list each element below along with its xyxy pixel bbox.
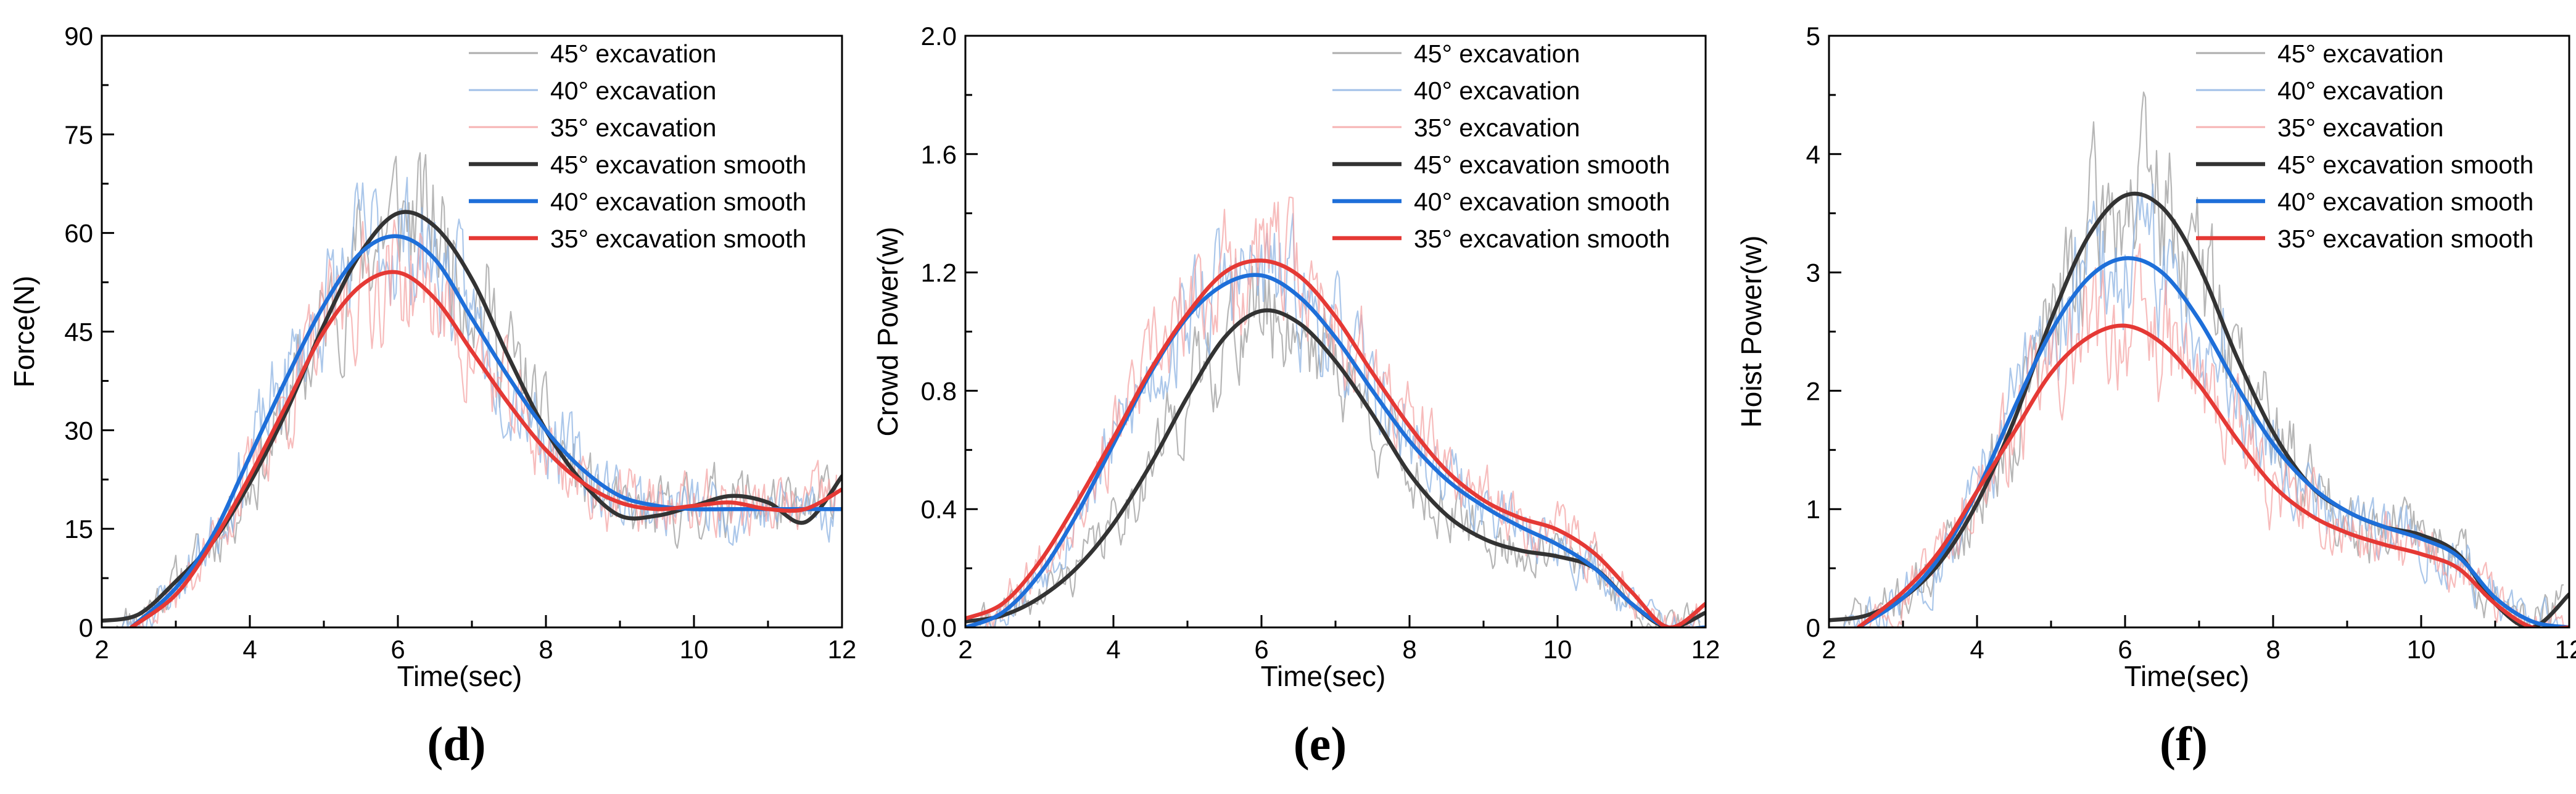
y-tick-label: 1.6 bbox=[921, 140, 957, 169]
panel-e-x-axis-label: Time(sec) bbox=[1261, 660, 1386, 692]
x-tick-label: 8 bbox=[2266, 635, 2280, 664]
legend-entry-label: 40° excavation bbox=[550, 77, 716, 105]
x-tick-label: 8 bbox=[539, 635, 553, 664]
y-tick-label: 30 bbox=[64, 416, 93, 445]
y-tick-label: 1.2 bbox=[921, 258, 957, 287]
panel-f-series-group bbox=[1829, 91, 2569, 627]
y-tick-label: 0 bbox=[1806, 613, 1820, 642]
x-tick-label: 4 bbox=[242, 635, 257, 664]
series-line-d-raw-2 bbox=[117, 219, 838, 627]
y-tick-label: 4 bbox=[1806, 140, 1820, 169]
y-tick-label: 0 bbox=[79, 613, 93, 642]
series-line-e-smooth-3 bbox=[965, 308, 1706, 627]
panel-d-y-axis-label: Force(N) bbox=[8, 276, 40, 387]
legend-entry-label: 45° excavation bbox=[2277, 39, 2443, 68]
series-line-f-smooth-3 bbox=[1829, 191, 2569, 627]
x-tick-label: 8 bbox=[1402, 635, 1416, 664]
legend-entry-label: 45° excavation smooth bbox=[1414, 151, 1670, 179]
panel-f-y-axis-label: Hoist Power(w) bbox=[1735, 236, 1767, 428]
y-tick-label: 45 bbox=[64, 318, 93, 347]
legend-entry-label: 40° excavation bbox=[2277, 77, 2443, 105]
x-tick-label: 4 bbox=[1970, 635, 1984, 664]
x-tick-label: 6 bbox=[1254, 635, 1268, 664]
series-line-d-smooth-4 bbox=[129, 234, 842, 627]
panel-d-plot: 2 4 6 8 10 12 0 15 30 45 60 75 90 45° excavation 40° e… bbox=[64, 22, 856, 664]
x-tick-label: 10 bbox=[2407, 635, 2436, 664]
series-line-f-smooth-5 bbox=[1856, 323, 2569, 627]
y-tick-label: 2.0 bbox=[921, 22, 957, 51]
x-tick-label: 2 bbox=[958, 635, 972, 664]
legend-entry-label: 35° excavation smooth bbox=[550, 225, 806, 253]
y-tick-label: 75 bbox=[64, 120, 93, 149]
series-line-e-smooth-4 bbox=[965, 273, 1706, 627]
panel-d-series-group bbox=[102, 152, 842, 627]
series-line-d-smooth-5 bbox=[129, 270, 842, 627]
series-line-f-raw-0 bbox=[1843, 91, 2564, 627]
x-tick-label: 4 bbox=[1106, 635, 1120, 664]
panel-d: 2 4 6 8 10 12 0 15 30 45 60 75 90 45° excavation 40° e… bbox=[8, 22, 856, 771]
y-tick-label: 0.0 bbox=[921, 613, 957, 642]
panel-f-axes-frame bbox=[1828, 35, 2570, 629]
y-tick-label: 15 bbox=[64, 515, 93, 544]
legend-entry-label: 45° excavation bbox=[550, 39, 716, 68]
panel-d-caption: (d) bbox=[427, 717, 485, 771]
panel-e-series-group bbox=[965, 196, 1706, 627]
panel-f-caption: (f) bbox=[2160, 717, 2208, 771]
x-tick-label: 12 bbox=[2555, 635, 2576, 664]
x-tick-label: 12 bbox=[828, 635, 857, 664]
legend-entry-label: 40° excavation bbox=[1414, 77, 1580, 105]
legend-entry-label: 35° excavation smooth bbox=[1414, 225, 1670, 253]
x-tick-label: 10 bbox=[1543, 635, 1572, 664]
y-tick-label: 2 bbox=[1806, 376, 1820, 405]
x-tick-label: 2 bbox=[94, 635, 109, 664]
legend-entry-label: 45° excavation bbox=[1414, 39, 1580, 68]
legend-entry-label: 45° excavation smooth bbox=[550, 151, 806, 179]
panel-e-y-axis-label: Crowd Power(w) bbox=[872, 227, 904, 437]
panel-d-x-axis-label: Time(sec) bbox=[397, 660, 522, 692]
panel-e: 2 4 6 8 10 12 0.0 0.4 0.8 1.2 1.6 2.0 45° excavation… bbox=[872, 22, 1720, 771]
x-tick-label: 6 bbox=[390, 635, 405, 664]
x-tick-label: 12 bbox=[1691, 635, 1720, 664]
legend-entry-label: 35° excavation bbox=[2277, 114, 2443, 142]
series-line-e-raw-1 bbox=[980, 213, 1701, 627]
legend-entry-label: 40° excavation smooth bbox=[1414, 188, 1670, 216]
panel-f-x-axis-label: Time(sec) bbox=[2124, 660, 2250, 692]
panel-e-axes-frame bbox=[964, 35, 1707, 629]
x-tick-label: 6 bbox=[2118, 635, 2132, 664]
series-line-e-smooth-5 bbox=[965, 258, 1706, 627]
legend-entry-label: 40° excavation smooth bbox=[550, 188, 806, 216]
panel-e-caption: (e) bbox=[1294, 717, 1347, 771]
y-tick-label: 90 bbox=[64, 22, 93, 51]
legend-entry-label: 45° excavation smooth bbox=[2277, 151, 2533, 179]
legend-entry-label: 35° excavation smooth bbox=[2277, 225, 2533, 253]
legend-entry-label: 40° excavation smooth bbox=[2277, 188, 2533, 216]
legend-entry-label: 35° excavation bbox=[550, 114, 716, 142]
y-tick-label: 5 bbox=[1806, 22, 1820, 51]
y-tick-label: 1 bbox=[1806, 495, 1820, 524]
y-tick-label: 0.8 bbox=[921, 376, 957, 405]
y-tick-label: 0.4 bbox=[921, 495, 957, 524]
x-tick-label: 2 bbox=[1822, 635, 1836, 664]
y-tick-label: 60 bbox=[64, 219, 93, 248]
legend-entry-label: 35° excavation bbox=[1414, 114, 1580, 142]
y-tick-label: 3 bbox=[1806, 258, 1820, 287]
series-line-d-smooth-3 bbox=[102, 210, 842, 623]
panel-e-plot: 2 4 6 8 10 12 0.0 0.4 0.8 1.2 1.6 2.0 45° excavation… bbox=[921, 22, 1720, 664]
x-tick-label: 10 bbox=[680, 635, 709, 664]
